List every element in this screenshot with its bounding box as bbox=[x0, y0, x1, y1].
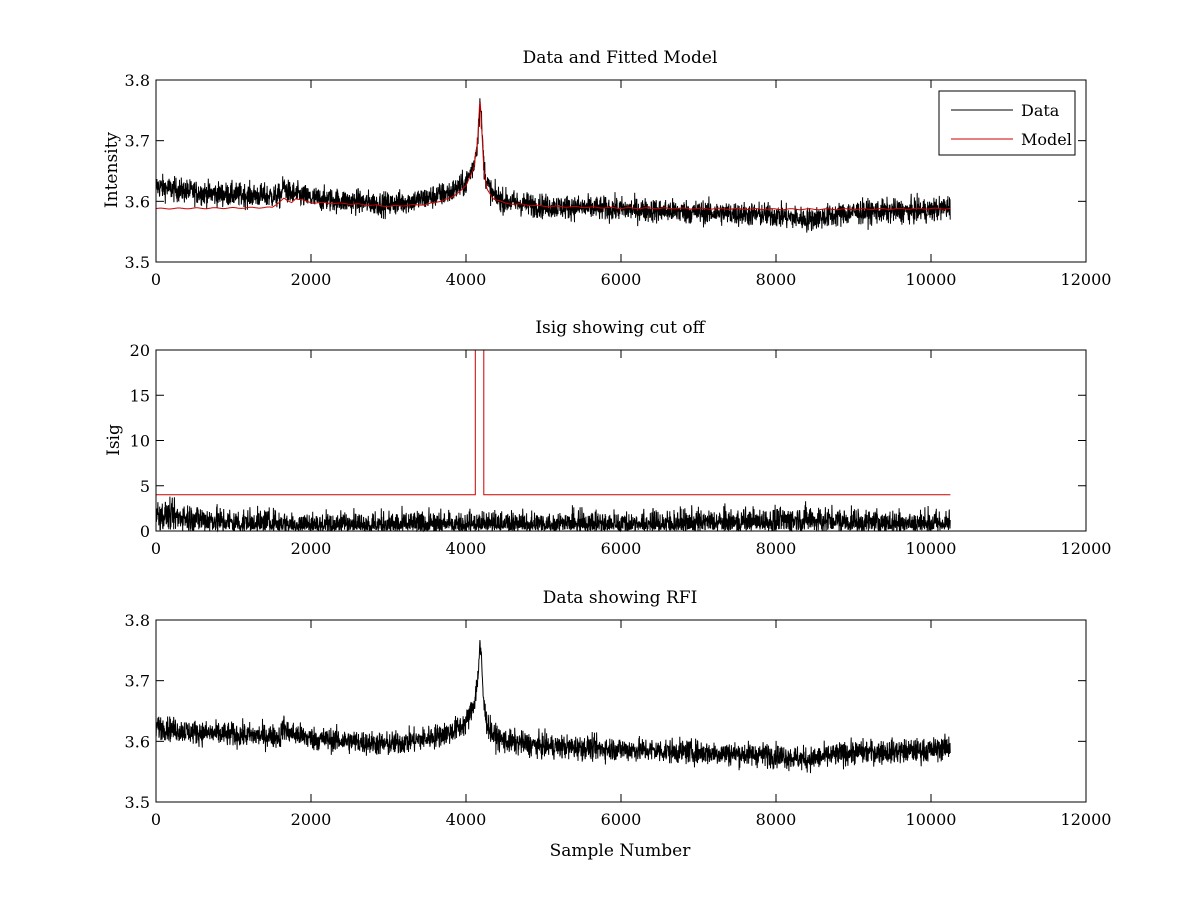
legend: Data Model bbox=[938, 90, 1076, 156]
panel-data-and-fitted-model: Data and Fitted Model Intensity 0 2000 400… bbox=[102, 48, 1111, 289]
plot-area: 0 2000 4000 6000 8000 10000 12000 0 5 10 15 20 bbox=[130, 341, 1112, 558]
x-tick-label: 6000 bbox=[601, 810, 642, 829]
y-tick-label: 15 bbox=[130, 386, 150, 405]
series-line-data bbox=[155, 98, 951, 233]
x-tick-label: 10000 bbox=[906, 270, 957, 289]
x-axis-label: Sample Number bbox=[550, 841, 692, 861]
y-tick-label: 3.5 bbox=[125, 253, 150, 272]
panel-data-showing-rfi: Data showing RFI Sample Number 0 2000 4000… bbox=[125, 588, 1112, 861]
x-tick-label: 8000 bbox=[756, 539, 797, 558]
x-tick-label: 8000 bbox=[756, 270, 797, 289]
y-tick-label: 3.7 bbox=[125, 132, 150, 151]
legend-label-model: Model bbox=[1021, 130, 1072, 149]
y-tick-label: 3.6 bbox=[125, 732, 150, 751]
x-tick-label: 0 bbox=[151, 270, 161, 289]
legend-label-data: Data bbox=[1021, 101, 1060, 120]
x-tick-label: 12000 bbox=[1061, 270, 1112, 289]
x-tick-label: 0 bbox=[151, 539, 161, 558]
plot-area: 0 2000 4000 6000 8000 10000 12000 3.5 3.6 3.7 3.8 bbox=[125, 71, 1112, 289]
y-tick-label: 0 bbox=[140, 522, 150, 541]
panel-title: Isig showing cut off bbox=[535, 318, 706, 338]
y-tick-label: 20 bbox=[130, 341, 150, 360]
legend-box bbox=[938, 90, 1076, 156]
x-tick-label: 12000 bbox=[1061, 810, 1112, 829]
x-tick-label: 8000 bbox=[756, 810, 797, 829]
plot-area: 0 2000 4000 6000 8000 10000 12000 3.5 3.6 3.7 3.8 bbox=[125, 611, 1112, 829]
x-tick-label: 6000 bbox=[601, 270, 642, 289]
x-tick-label: 2000 bbox=[291, 810, 332, 829]
x-tick-label: 10000 bbox=[906, 810, 957, 829]
panel-title: Data and Fitted Model bbox=[523, 48, 718, 68]
y-tick-label: 3.8 bbox=[125, 71, 150, 90]
series-line-data bbox=[155, 640, 951, 774]
x-tick-label: 4000 bbox=[446, 810, 487, 829]
y-tick-label: 3.7 bbox=[125, 672, 150, 691]
x-tick-label: 10000 bbox=[906, 539, 957, 558]
x-tick-label: 2000 bbox=[291, 539, 332, 558]
panel-isig-cut-off: Isig showing cut off Isig 0 2000 4000 6000 8… bbox=[104, 318, 1111, 558]
y-tick-label: 10 bbox=[130, 432, 150, 451]
y-axis-label: Intensity bbox=[102, 132, 122, 208]
y-tick-label: 3.5 bbox=[125, 793, 150, 812]
y-axis-label: Isig bbox=[104, 424, 124, 456]
y-tick-label: 3.8 bbox=[125, 611, 150, 630]
x-tick-label: 4000 bbox=[446, 270, 487, 289]
y-tick-label: 5 bbox=[140, 477, 150, 496]
series-line-isig bbox=[155, 496, 951, 533]
x-tick-label: 0 bbox=[151, 810, 161, 829]
x-tick-label: 4000 bbox=[446, 539, 487, 558]
x-tick-label: 12000 bbox=[1061, 539, 1112, 558]
x-tick-label: 6000 bbox=[601, 539, 642, 558]
y-tick-label: 3.6 bbox=[125, 192, 150, 211]
x-tick-label: 2000 bbox=[291, 270, 332, 289]
series-line-model bbox=[155, 101, 951, 211]
panel-title: Data showing RFI bbox=[543, 588, 698, 608]
